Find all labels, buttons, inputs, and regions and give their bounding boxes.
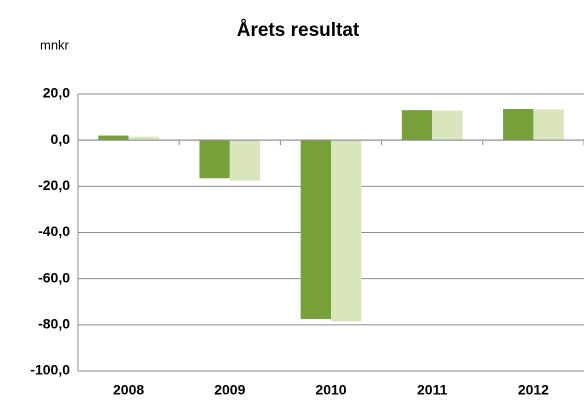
bar [503, 109, 534, 141]
chart-title: Årets resultat [237, 20, 360, 41]
y-tick-label: -40,0 [38, 223, 70, 239]
x-tick-label: 2009 [214, 382, 245, 398]
x-tick-label: 2011 [417, 382, 448, 398]
bar [331, 140, 362, 322]
y-axis-label: mnkr [40, 37, 70, 52]
y-tick-label: 20,0 [43, 85, 70, 101]
bar [128, 136, 159, 141]
y-tick-label: -20,0 [38, 177, 70, 193]
bar [533, 109, 564, 141]
y-tick-label: -100,0 [30, 362, 70, 378]
bar [300, 140, 331, 320]
bar [98, 135, 129, 141]
bar [432, 110, 463, 141]
y-tick-label: -60,0 [38, 269, 70, 285]
bar [199, 140, 230, 179]
bar [229, 140, 261, 181]
y-tick-label: -80,0 [38, 316, 70, 332]
x-tick-label: 2008 [113, 382, 144, 398]
x-tick-label: 2010 [315, 382, 346, 398]
y-tick-label: 0,0 [51, 131, 71, 147]
x-tick-label: 2012 [518, 382, 549, 398]
bar [401, 110, 433, 141]
